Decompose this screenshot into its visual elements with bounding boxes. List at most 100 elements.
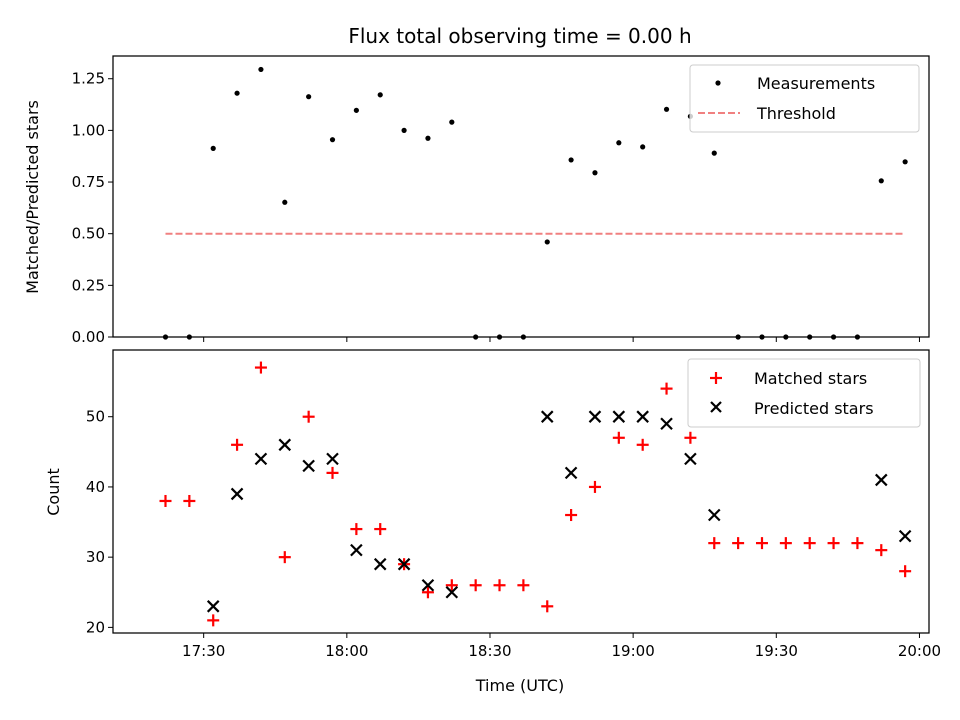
- matched-star-point: [350, 523, 363, 536]
- predicted-star-point: [206, 600, 220, 613]
- measurement-point: [210, 145, 216, 151]
- predicted-star-point: [636, 410, 649, 423]
- predicted-star-point: [660, 417, 673, 431]
- matched-star-point: [183, 494, 196, 507]
- measurement-point: [282, 199, 288, 205]
- matched-star-point: [827, 537, 840, 550]
- predicted-star-point: [278, 438, 292, 452]
- legend-label-predicted-stars: Predicted stars: [754, 399, 874, 418]
- bottom-y-tick-label: 20: [86, 618, 105, 636]
- predicted-star-point: [230, 487, 244, 501]
- measurement-point: [902, 159, 908, 165]
- top-y-tick-label: 0.25: [72, 276, 105, 294]
- bottom-y-tick-label: 40: [86, 478, 105, 496]
- bottom-x-tick-label: 19:30: [755, 642, 798, 660]
- measurement-point: [234, 90, 240, 96]
- measurement-point: [353, 107, 359, 113]
- top-y-axis-label: Matched/Predicted stars: [23, 100, 42, 294]
- matched-star-point: [779, 537, 792, 550]
- matched-star-point: [851, 537, 864, 550]
- measurement-point: [878, 178, 884, 184]
- predicted-star-point: [875, 473, 888, 487]
- matched-star-point: [755, 537, 768, 550]
- matched-stars-series: [159, 361, 912, 627]
- bottom-y-ticks: 20 30 40 50: [86, 408, 113, 636]
- predicted-star-point: [254, 452, 268, 466]
- matched-star-point: [565, 509, 578, 522]
- matched-star-point: [302, 410, 315, 423]
- legend-label-measurements: Measurements: [757, 74, 875, 93]
- matched-star-point: [374, 523, 387, 536]
- matched-star-point: [708, 537, 721, 550]
- bottom-x-tick-label: 20:00: [898, 642, 941, 660]
- measurement-point: [401, 127, 407, 133]
- predicted-star-point: [707, 508, 721, 522]
- matched-star-point: [159, 494, 172, 507]
- predicted-star-point: [397, 557, 411, 571]
- matched-star-point: [493, 579, 506, 592]
- predicted-star-point: [898, 529, 912, 543]
- bottom-legend-frame: [687, 358, 921, 428]
- matched-star-point: [231, 438, 244, 451]
- predicted-star-point: [684, 452, 697, 466]
- bottom-x-tick-label: 17:30: [182, 642, 225, 660]
- predicted-star-point: [588, 410, 602, 423]
- matched-star-point: [732, 537, 745, 550]
- predicted-star-point: [350, 543, 363, 557]
- matched-star-point: [517, 579, 530, 592]
- legend-label-threshold: Threshold: [756, 104, 836, 123]
- predicted-star-point: [445, 585, 459, 599]
- predicted-star-point: [302, 459, 315, 473]
- matched-star-point: [875, 544, 888, 557]
- matched-star-point: [254, 361, 267, 374]
- predicted-star-point: [564, 466, 578, 480]
- measurement-point: [663, 106, 670, 112]
- predicted-star-point: [612, 410, 626, 423]
- top-y-tick-label: 0.00: [72, 328, 105, 346]
- matched-star-point: [660, 382, 673, 395]
- bottom-y-tick-label: 30: [86, 548, 105, 566]
- matched-star-point: [469, 579, 482, 592]
- matched-star-point: [684, 431, 697, 444]
- measurement-point: [544, 239, 550, 245]
- matched-star-point: [421, 586, 434, 599]
- matched-star-point: [803, 537, 816, 550]
- measurement-point: [616, 140, 622, 146]
- matched-star-point: [278, 551, 291, 564]
- measurement-point: [592, 170, 598, 176]
- top-y-tick-label: 1.00: [72, 121, 105, 139]
- bottom-x-tick-label: 18:30: [468, 642, 511, 660]
- bottom-axes-frame: [112, 349, 930, 634]
- measurement-point: [306, 94, 312, 100]
- measurement-point: [711, 150, 717, 156]
- top-y-ticks: 0.00 0.25 0.50 0.75 1.00 1.25: [72, 70, 113, 346]
- legend-marker-matched-stars: [710, 372, 722, 384]
- legend-label-matched-stars: Matched stars: [754, 369, 867, 388]
- bottom-x-ticks: 17:30 18:00 18:30 19:00 19:30 20:00: [182, 633, 941, 660]
- predicted-star-point: [540, 410, 554, 423]
- predicted-stars-series: [206, 410, 912, 613]
- matched-star-point: [588, 480, 601, 493]
- top-axes-frame: [112, 55, 930, 338]
- measurement-point: [568, 157, 574, 163]
- top-axes: 0.00 0.25 0.50 0.75 1.00 1.25 Matched/Predict…: [23, 55, 930, 346]
- matched-star-point: [541, 600, 554, 613]
- predicted-star-point: [326, 452, 339, 466]
- matched-star-point: [899, 565, 912, 578]
- bottom-legend: Matched stars Predicted stars: [687, 358, 921, 428]
- measurement-point: [449, 119, 455, 125]
- measurement-point: [425, 135, 431, 141]
- predicted-star-point: [421, 578, 435, 592]
- matched-star-point: [612, 431, 625, 444]
- measurement-point: [258, 66, 264, 73]
- matched-star-point: [207, 614, 220, 627]
- top-legend: Measurements Threshold: [689, 64, 920, 133]
- bottom-y-tick-label: 50: [86, 408, 105, 426]
- bottom-x-tick-label: 18:00: [325, 642, 368, 660]
- matched-star-point: [445, 579, 458, 592]
- legend-marker-predicted-stars: [710, 401, 722, 413]
- bottom-x-tick-label: 19:00: [612, 642, 655, 660]
- matched-star-point: [636, 438, 649, 451]
- measurement-point: [329, 137, 336, 143]
